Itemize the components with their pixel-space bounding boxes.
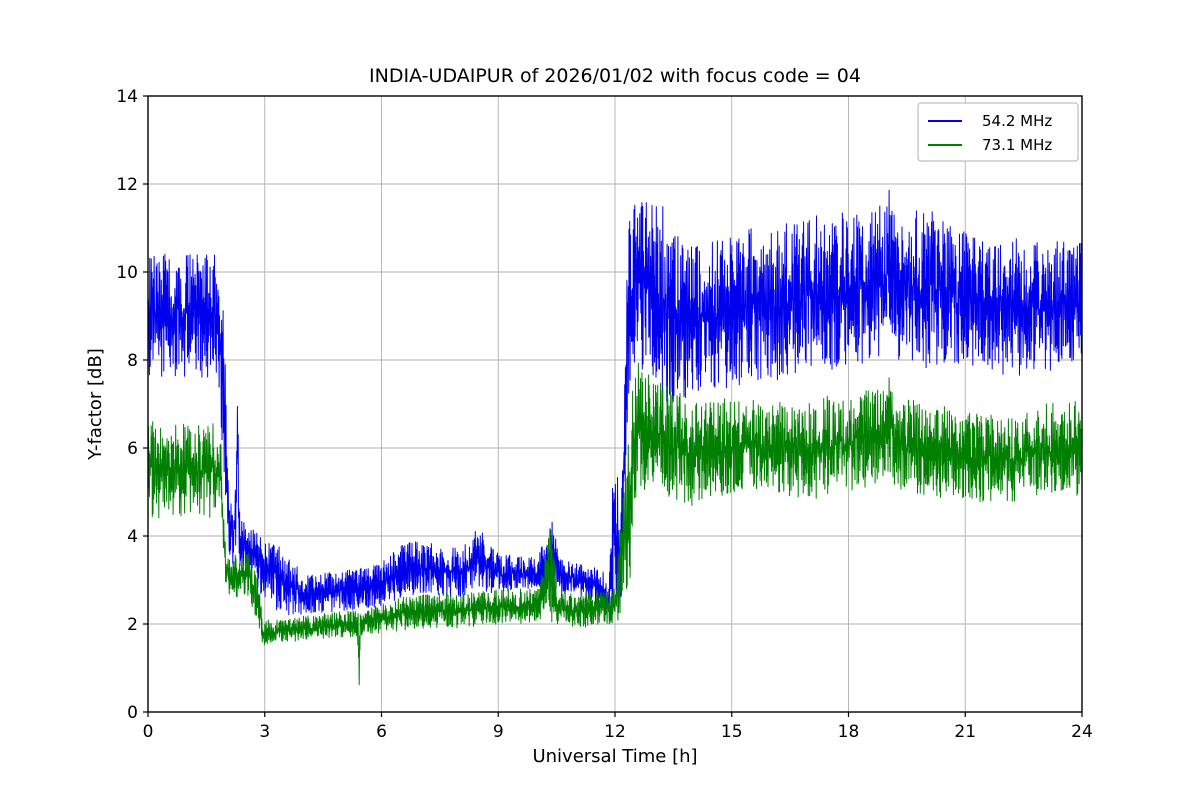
y-axis-label: Y-factor [dB] — [85, 348, 106, 461]
series-lines — [148, 189, 1082, 686]
y-tick-label: 8 — [127, 351, 138, 371]
legend-box — [917, 102, 1079, 162]
legend: 54.2 MHz 73.1 MHz — [917, 102, 1079, 162]
series-line-54-2-mhz — [148, 189, 1082, 622]
y-tick-label: 12 — [116, 175, 138, 195]
x-tick-label: 12 — [604, 722, 626, 742]
legend-label-54-2mhz: 54.2 MHz — [982, 112, 1052, 130]
y-tick-label: 2 — [127, 615, 138, 635]
x-tick-label: 21 — [954, 722, 976, 742]
x-axis-label: Universal Time [h] — [532, 746, 697, 767]
series-line-73-1-mhz — [148, 362, 1082, 686]
x-tick-label: 9 — [493, 722, 504, 742]
legend-label-73-1mhz: 73.1 MHz — [982, 136, 1052, 154]
x-tick-label: 15 — [721, 722, 743, 742]
y-tick-label: 4 — [127, 527, 138, 547]
x-tick-label: 6 — [376, 722, 387, 742]
x-tick-label: 0 — [143, 722, 154, 742]
y-tick-label: 6 — [127, 439, 138, 459]
x-tick-label: 24 — [1071, 722, 1093, 742]
y-tick-label: 14 — [116, 87, 138, 107]
x-tick-label: 18 — [838, 722, 860, 742]
chart-title: INDIA-UDAIPUR of 2026/01/02 with focus c… — [369, 65, 861, 87]
y-tick-label: 0 — [127, 703, 138, 723]
y-tick-label: 10 — [116, 263, 138, 283]
grid-lines — [147, 95, 1083, 713]
x-tick-label: 3 — [259, 722, 270, 742]
